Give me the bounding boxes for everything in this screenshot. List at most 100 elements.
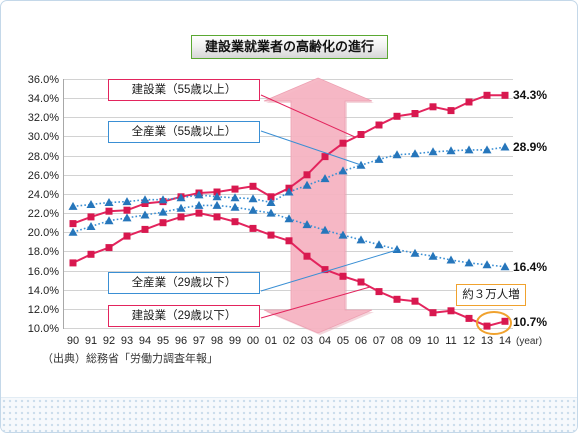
decorative-dot-pattern: [1, 397, 577, 432]
all-industry-29under-point: [320, 225, 330, 234]
all-industry-55plus-point: [248, 194, 258, 203]
construction-55plus-point: [231, 185, 239, 193]
all-industry-55plus-point: [482, 145, 492, 154]
construction-55plus-point: [339, 139, 347, 147]
all-industry-29under-point: [410, 248, 420, 257]
construction-29under-point: [321, 266, 329, 274]
all-industry-29under-point: [266, 208, 276, 217]
construction-55plus-point: [447, 107, 455, 115]
x-tick-label: 13: [481, 335, 493, 347]
all-industry-29under-point: [140, 210, 150, 219]
all-industry-55plus-point: [140, 195, 150, 204]
construction-29under-point: [159, 219, 167, 227]
construction-29under-point: [105, 244, 113, 252]
all-industry-55plus-point: [212, 192, 222, 201]
all-industry-29under-point: [248, 205, 258, 214]
x-tick-label: 91: [85, 335, 97, 347]
construction-55plus-point: [465, 98, 473, 106]
x-tick-label: 00: [247, 335, 259, 347]
label-connectors: [260, 94, 398, 319]
construction-29under-point: [483, 322, 491, 330]
all-industry-55plus-point: [428, 147, 438, 156]
x-tick-label: 90: [67, 335, 79, 347]
end-value-label: 10.7%: [513, 315, 548, 329]
y-tick-label: 10.0%: [28, 323, 59, 335]
end-value-label: 34.3%: [513, 88, 548, 102]
all-industry-29under-point: [302, 220, 312, 229]
all-industry-55plus-point: [104, 198, 114, 206]
y-tick-label: 34.0%: [28, 93, 59, 105]
construction-55plus-point: [303, 171, 311, 179]
all-industry-29under-point: [68, 227, 78, 236]
construction-55plus-point: [429, 103, 437, 111]
x-tick-label: 12: [463, 335, 475, 347]
all-industry-55plus-point: [266, 198, 276, 206]
construction-29under-point: [429, 309, 437, 317]
all-industry-55plus-line: [72, 146, 506, 208]
x-tick-label: 11: [445, 335, 456, 347]
all-industry-29under-point: [338, 230, 348, 239]
construction-29under-point: [195, 209, 203, 217]
series-label-all-industry-29under: 全産業（29歳以下）: [108, 272, 260, 294]
construction-55plus-point: [483, 91, 491, 99]
all-industry-29under-point: [194, 200, 204, 209]
y-tick-label: 26.0%: [28, 170, 59, 182]
all-industry-29under-point: [446, 255, 456, 264]
all-industry-29under-point: [122, 213, 132, 222]
construction-29under-point: [123, 232, 131, 240]
x-tick-label: 98: [211, 335, 223, 347]
construction-29under-point: [267, 231, 275, 239]
annotation-callout: 約３万人増: [456, 284, 526, 306]
y-tick-label: 20.0%: [28, 227, 59, 239]
end-value-label: 16.4%: [513, 260, 548, 274]
all-industry-29under-point: [464, 258, 474, 267]
x-tick-label: 07: [373, 335, 385, 347]
all-industry-55plus-point: [320, 174, 330, 183]
construction-29under-point: [465, 314, 473, 322]
y-tick-label: 12.0%: [28, 304, 59, 316]
all-industry-29under-point: [86, 222, 96, 230]
all-industry-55plus-point: [446, 146, 456, 155]
construction-55plus-point: [123, 206, 131, 214]
construction-29under-point: [339, 272, 347, 280]
construction-29under-point: [375, 288, 383, 296]
construction-55plus-point: [411, 110, 419, 117]
construction-55plus-point: [501, 91, 509, 99]
x-tick-label: 03: [301, 335, 313, 347]
construction-29under-point: [411, 297, 419, 305]
construction-29under-point: [249, 224, 257, 232]
construction-29under-point: [69, 259, 77, 267]
construction-29under-point: [177, 213, 185, 221]
x-tick-label: 92: [103, 335, 115, 347]
all-industry-55plus-point: [230, 193, 240, 202]
x-tick-label: 02: [283, 335, 295, 347]
x-tick-label: 04: [319, 335, 331, 347]
construction-29under-point: [285, 237, 293, 245]
y-tick-label: 28.0%: [28, 151, 59, 163]
all-industry-29under-point: [392, 245, 402, 253]
all-industry-29under-point: [356, 235, 366, 244]
all-industry-55plus-point: [500, 142, 510, 151]
all-industry-29under-point: [176, 203, 186, 212]
all-industry-55plus-point: [284, 187, 294, 196]
all-industry-55plus-point: [410, 149, 420, 158]
x-tick-label: 96: [175, 335, 187, 347]
all-industry-55plus-point: [392, 150, 402, 159]
construction-55plus-point: [393, 112, 401, 120]
all-industry-55plus-point: [68, 201, 78, 210]
connector-line: [260, 286, 371, 319]
all-industry-55plus-point: [176, 193, 186, 202]
all-industry-55plus-point: [122, 197, 132, 206]
construction-29under-point: [87, 250, 95, 258]
x-tick-label: 97: [193, 335, 205, 347]
series-label-construction-55plus: 建設業（55歳以上）: [108, 79, 260, 101]
all-industry-29under-point: [500, 262, 510, 271]
double-arrow-body: [263, 77, 373, 334]
construction-55plus-point: [213, 188, 221, 196]
all-industry-55plus-point: [464, 145, 474, 154]
highlight-circle: [476, 311, 512, 335]
x-tick-label: 93: [121, 335, 133, 347]
x-tick-label: 06: [355, 335, 367, 347]
x-tick-label: 05: [337, 335, 349, 347]
